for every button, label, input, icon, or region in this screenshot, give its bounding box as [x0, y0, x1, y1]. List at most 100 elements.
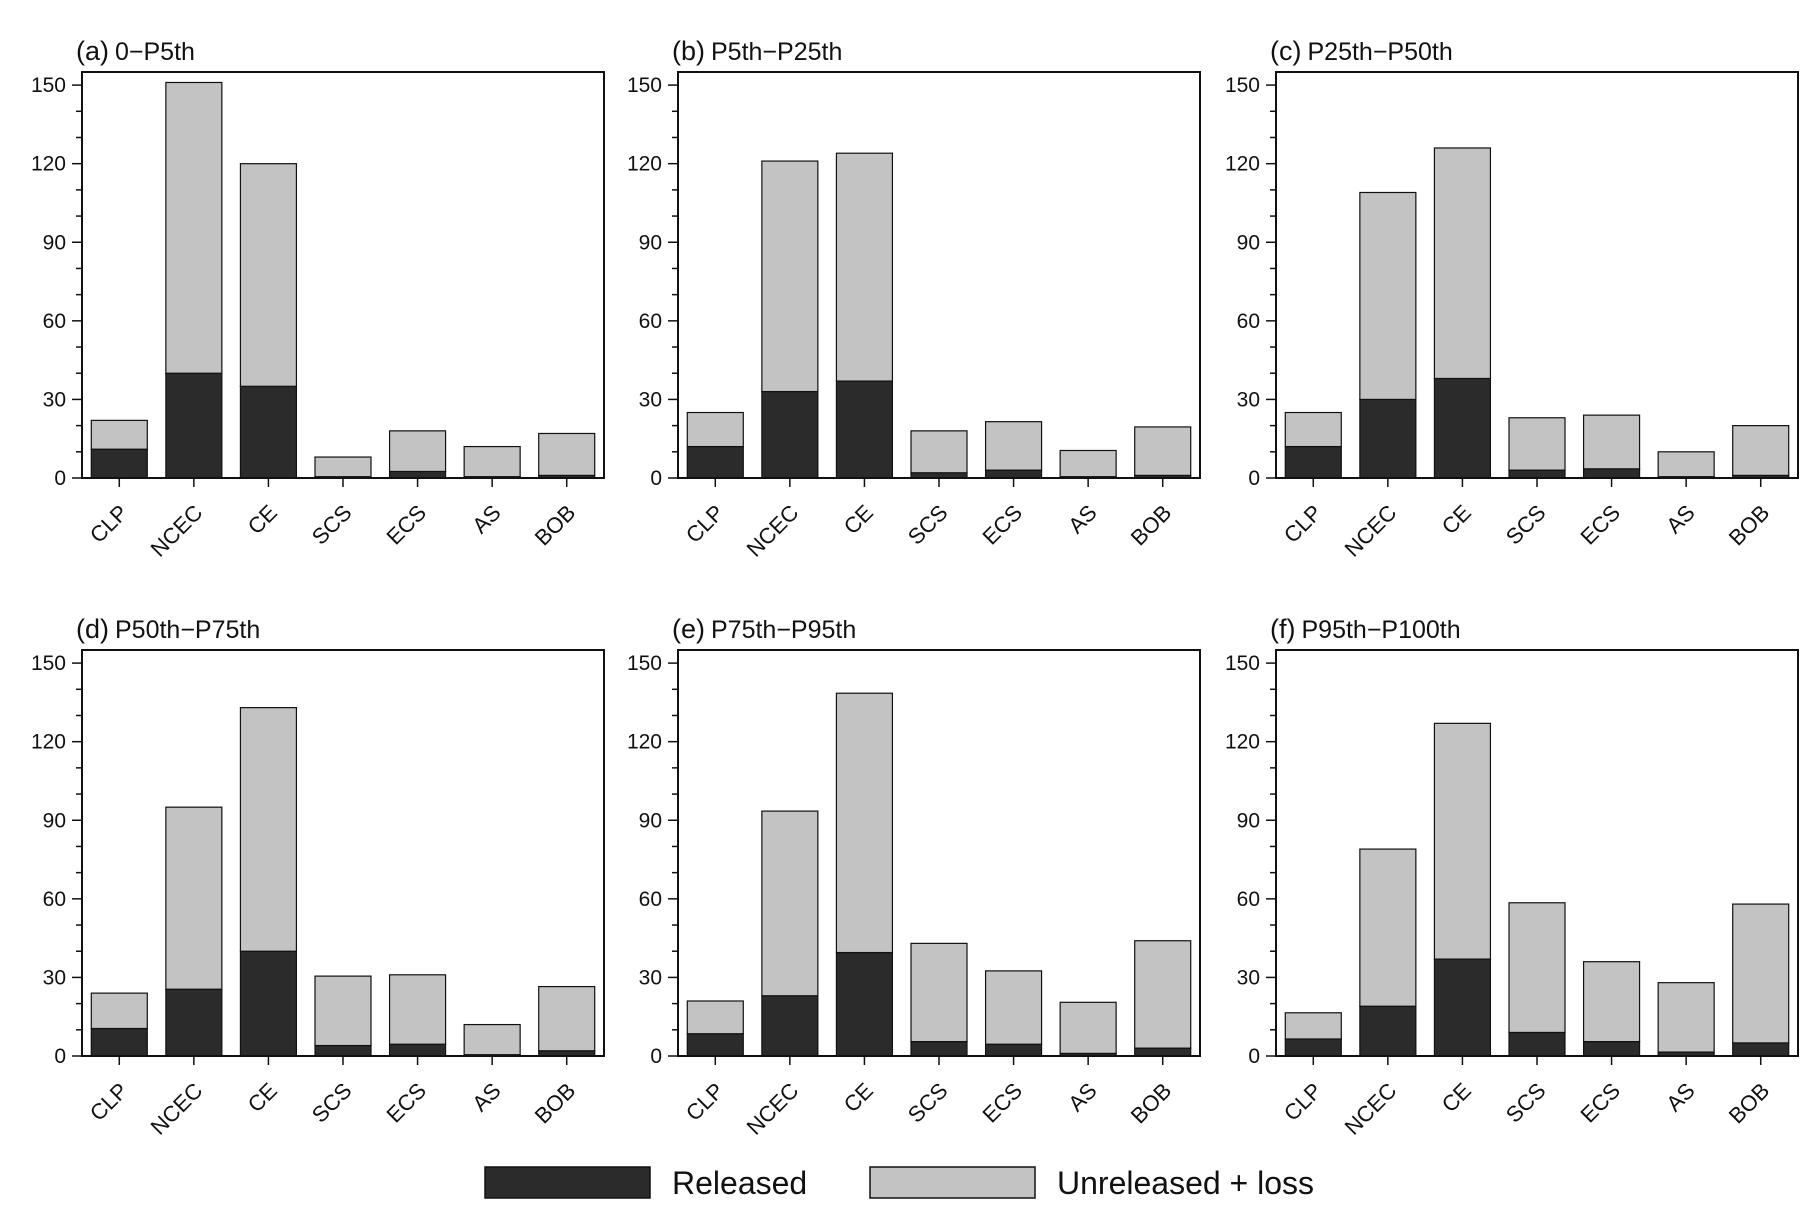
bar-unreleased-ecs — [984, 970, 1043, 1045]
x-category-label: CLP — [1279, 1078, 1327, 1126]
bar-released-ecs — [1582, 468, 1641, 479]
panel-letter: (f) — [1270, 614, 1295, 644]
panel-letter: (d) — [76, 614, 109, 644]
panel-title: P75th−P95th — [711, 616, 856, 644]
bar-unreleased-ce — [1433, 722, 1492, 960]
y-tick-label: 150 — [627, 74, 662, 97]
y-tick-label: 90 — [1237, 809, 1260, 832]
panel-1: (a) 0−P5th 0 30 60 90 120 150 CLP NCEC CE SCS ECS AS B… — [31, 36, 605, 562]
y-tick-label: 0 — [1248, 1045, 1260, 1068]
bar-released-scs — [910, 1040, 968, 1057]
bar-unreleased-as — [1657, 982, 1715, 1053]
y-tick-label: 60 — [43, 310, 66, 333]
y-tick-label: 60 — [1237, 310, 1260, 333]
bar-released-ncec — [761, 390, 819, 479]
x-category-label: BOB — [530, 1078, 581, 1129]
bar-released-scs — [1508, 1031, 1566, 1057]
panel-letter: (b) — [672, 36, 705, 66]
y-tick-label: 60 — [639, 888, 662, 911]
bar-unreleased-scs — [314, 456, 372, 478]
y-tick-label: 90 — [639, 809, 662, 832]
bar-unreleased-bob — [1732, 425, 1790, 476]
legend-label-released: Released — [672, 1165, 807, 1201]
y-tick-label: 60 — [43, 888, 66, 911]
x-category-label: BOB — [1724, 1078, 1775, 1129]
x-category-label: BOB — [1126, 500, 1177, 551]
panel-heading: (e) P75th−P95th — [672, 614, 856, 644]
bar-released-ce — [239, 385, 298, 479]
bar-released-ce — [835, 951, 894, 1057]
bar-unreleased-ce — [1433, 147, 1492, 380]
bar-released-ce — [835, 380, 894, 479]
y-tick-label: 150 — [627, 652, 662, 675]
y-tick-label: 30 — [43, 388, 66, 411]
bar-released-scs — [1508, 469, 1566, 479]
y-tick-label: 120 — [627, 731, 662, 754]
x-category-label: CLP — [681, 500, 729, 548]
bar-unreleased-ecs — [388, 430, 447, 473]
bar-released-clp — [686, 445, 744, 479]
x-category-label: SCS — [903, 500, 953, 550]
bar-unreleased-clp — [686, 1000, 744, 1035]
panel-heading: (f) P95th−P100th — [1270, 614, 1461, 644]
bar-unreleased-clp — [1284, 1012, 1342, 1040]
bar-unreleased-scs — [1508, 902, 1566, 1034]
bar-unreleased-ecs — [1582, 961, 1641, 1043]
panel-letter: (a) — [76, 36, 109, 66]
y-tick-label: 60 — [639, 310, 662, 333]
panel-3: (c) P25th−P50th 0 30 60 90 120 150 CLP NCEC CE SCS E… — [1225, 36, 1799, 562]
bar-released-bob — [1732, 1042, 1790, 1057]
y-tick-label: 0 — [650, 467, 662, 490]
y-tick-label: 60 — [1237, 888, 1260, 911]
bar-unreleased-bob — [538, 432, 596, 476]
x-category-label: CLP — [681, 1078, 729, 1126]
x-category-label: NCEC — [742, 1078, 804, 1140]
y-tick-label: 30 — [1237, 388, 1260, 411]
x-category-label: SCS — [307, 500, 357, 550]
y-tick-label: 90 — [1237, 231, 1260, 254]
x-category-label: ECS — [977, 500, 1027, 550]
panel-6: (f) P95th−P100th 0 30 60 90 120 150 CLP NCEC CE SCS… — [1225, 614, 1799, 1140]
x-category-label: AS — [1661, 1078, 1699, 1116]
x-category-label: NCEC — [1340, 500, 1402, 562]
x-category-label: ECS — [381, 500, 431, 550]
y-tick-label: 150 — [1225, 652, 1260, 675]
y-tick-label: 90 — [639, 231, 662, 254]
bar-released-ce — [239, 950, 298, 1057]
bar-unreleased-ncec — [761, 810, 819, 997]
bar-released-ncec — [165, 372, 223, 479]
plot-frame — [677, 71, 1201, 479]
x-category-label: AS — [1063, 1078, 1101, 1116]
bar-unreleased-ce — [835, 152, 894, 382]
bar-unreleased-ecs — [984, 421, 1043, 471]
bar-unreleased-scs — [910, 430, 968, 474]
bar-unreleased-scs — [1508, 417, 1566, 471]
y-tick-label: 120 — [1225, 153, 1260, 176]
bar-unreleased-as — [1059, 1001, 1117, 1054]
plot-frame — [81, 71, 605, 479]
y-tick-label: 0 — [650, 1045, 662, 1068]
bar-unreleased-ncec — [1359, 191, 1417, 401]
panel-letter: (e) — [672, 614, 705, 644]
y-tick-label: 0 — [54, 467, 66, 490]
bar-released-bob — [1134, 1047, 1192, 1057]
panel-letter: (c) — [1270, 36, 1301, 66]
bar-unreleased-as — [1657, 451, 1715, 478]
x-category-label: SCS — [1501, 500, 1551, 550]
bar-released-clp — [90, 448, 148, 479]
bar-released-ce — [1433, 958, 1492, 1057]
y-tick-label: 150 — [31, 652, 66, 675]
bar-unreleased-bob — [1134, 426, 1192, 476]
plot-frame — [1275, 71, 1799, 479]
x-category-label: NCEC — [742, 500, 804, 562]
bar-unreleased-bob — [538, 985, 596, 1052]
y-tick-label: 120 — [627, 153, 662, 176]
bar-unreleased-clp — [1284, 411, 1342, 448]
x-category-label: NCEC — [1340, 1078, 1402, 1140]
x-category-label: SCS — [1501, 1078, 1551, 1128]
bar-unreleased-ncec — [761, 160, 819, 393]
bar-unreleased-clp — [90, 419, 148, 450]
x-category-label: CE — [839, 500, 878, 539]
y-tick-label: 120 — [31, 153, 66, 176]
